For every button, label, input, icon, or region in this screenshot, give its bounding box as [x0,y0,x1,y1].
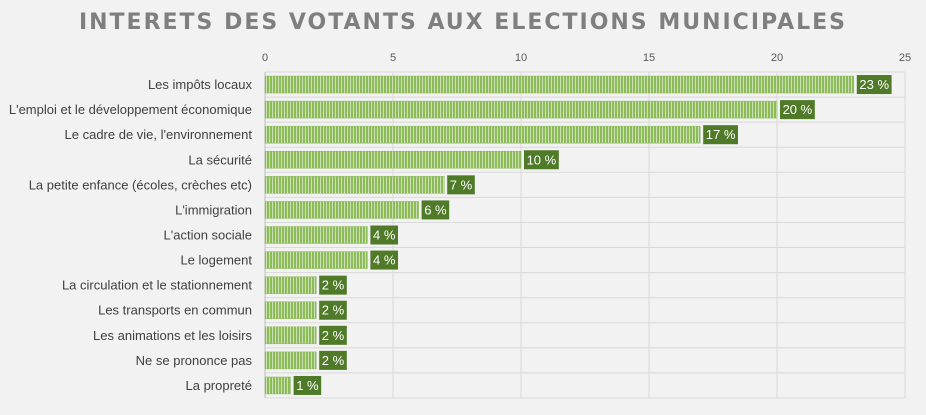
bar [264,176,445,194]
x-tick-label: 10 [515,52,527,64]
data-label: 4 % [373,253,396,268]
bar [264,301,317,319]
category-label: La petite enfance (écoles, crèches etc) [29,177,252,192]
data-label: 2 % [322,328,345,343]
category-label: Le logement [180,253,252,268]
data-label: 4 % [373,228,396,243]
category-label: Les transports en commun [98,303,252,318]
data-label-background [370,250,398,270]
data-label: 2 % [322,278,345,293]
x-tick-label: 25 [899,52,911,64]
data-label: 2 % [322,353,345,368]
data-label-background [319,300,347,320]
bar [264,226,368,244]
data-label-background [447,175,475,195]
bar [264,276,317,294]
data-label-background [524,150,559,170]
x-tick-label: 5 [390,52,396,64]
category-label: L'emploi et le développement économique [9,102,252,117]
x-axis-ticks: 0 5 10 15 20 25 [262,52,911,64]
category-label: La circulation et le stationnement [62,278,252,293]
data-label: 1 % [296,378,319,393]
bar [264,251,368,269]
category-label: Le cadre de vie, l'environnement [65,127,253,142]
bar [264,326,317,345]
data-label: 17 % [706,127,736,142]
data-label: 2 % [322,303,345,318]
data-label: 20 % [783,102,813,117]
bar [264,151,522,169]
category-label: L'action sociale [164,228,252,243]
data-label-background [319,325,347,345]
category-label: La propreté [186,378,253,393]
data-label-background [370,225,398,245]
bars: 23 % 20 % 17 % 10 % 7 %6 % 4 % 4 % 2 % 2 % 2 % 2 %… [264,75,892,395]
data-label-background [319,275,347,295]
data-label-background [421,200,450,220]
data-label: 10 % [527,152,557,167]
bar [264,201,419,219]
bar [264,75,855,94]
x-tick-label: 0 [262,52,268,64]
x-tick-label: 20 [771,52,783,64]
bar [264,100,778,119]
category-label: La sécurité [188,152,252,167]
category-label: Ne se prononce pas [136,353,253,368]
category-labels: Les impôts locaux L'emploi et le développ… [9,77,253,393]
category-label: L'immigration [175,202,252,217]
data-label: 23 % [859,77,889,92]
category-label: Les impôts locaux [148,77,253,92]
data-label-background [293,375,322,395]
bar [264,125,701,144]
data-label-background [780,100,815,120]
bar [264,351,317,370]
data-label: 6 % [424,202,447,217]
data-label-background [856,75,892,95]
data-label-background [319,350,347,370]
category-label: Les animations et les loisirs [93,328,252,343]
bar [264,376,291,395]
x-tick-label: 15 [643,52,655,64]
data-label: 7 % [450,177,473,192]
chart-title: INTERETS DES VOTANTS AUX ELECTIONS MUNIC… [78,10,848,35]
data-label-background [703,125,738,145]
